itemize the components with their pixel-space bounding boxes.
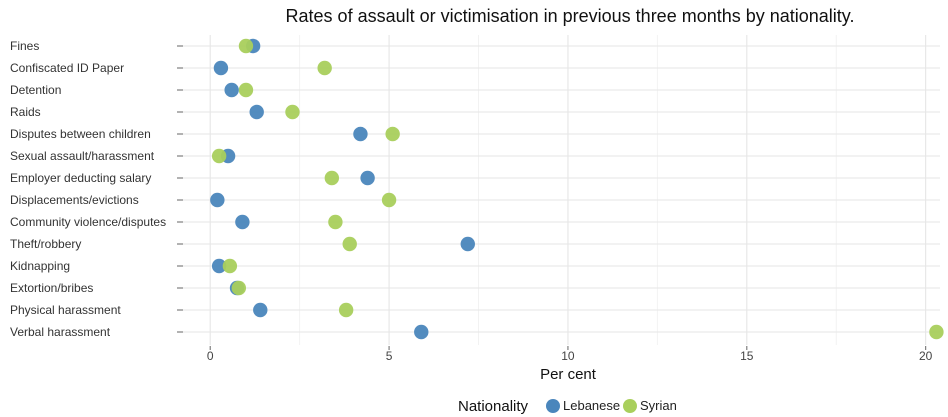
legend-label-lebanese: Lebanese: [563, 398, 620, 413]
point-syrian: [231, 280, 247, 296]
point-syrian: [238, 82, 254, 98]
category-label: Confiscated ID Paper: [10, 61, 124, 75]
point-lebanese: [213, 60, 229, 76]
legend-title: Nationality: [458, 398, 529, 415]
category-label: Raids: [10, 105, 41, 119]
category-label: Disputes between children: [10, 127, 151, 141]
point-syrian: [285, 104, 300, 120]
y-axis-categories: Fines Confiscated ID Paper Detention Raids D…: [10, 39, 183, 339]
point-syrian: [381, 192, 397, 208]
point-lebanese: [460, 236, 475, 252]
x-axis-ticks: 0 5 10 15 20: [207, 346, 933, 363]
x-tick-label: 15: [740, 349, 754, 363]
category-label: Detention: [10, 83, 61, 97]
category-label: Fines: [10, 39, 39, 53]
legend: Nationality Lebanese Syrian: [458, 398, 677, 415]
point-lebanese: [224, 82, 239, 98]
x-tick-label: 5: [386, 349, 393, 363]
point-syrian: [238, 38, 254, 54]
category-label: Sexual assault/harassment: [10, 149, 155, 163]
point-lebanese: [249, 104, 264, 120]
point-syrian: [317, 60, 332, 76]
grid-lines: [178, 35, 940, 345]
point-lebanese: [211, 258, 227, 274]
x-tick-label: 20: [919, 349, 933, 363]
category-label: Verbal harassment: [10, 325, 111, 339]
category-label: Displacements/evictions: [10, 193, 139, 207]
x-axis-title: Per cent: [540, 366, 597, 383]
point-syrian: [929, 324, 944, 340]
point-lebanese: [210, 192, 225, 208]
point-syrian: [324, 170, 340, 186]
point-syrian: [328, 214, 343, 230]
category-label: Kidnapping: [10, 259, 70, 273]
x-tick-label: 10: [561, 349, 575, 363]
category-label: Physical harassment: [10, 303, 121, 317]
legend-label-syrian: Syrian: [640, 398, 677, 413]
category-label: Community violence/disputes: [10, 215, 166, 229]
x-tick-label: 0: [207, 349, 214, 363]
data-points: [210, 38, 944, 340]
point-lebanese: [253, 302, 268, 318]
legend-key-syrian: [623, 399, 637, 413]
category-label: Employer deducting salary: [10, 171, 151, 185]
point-lebanese: [353, 126, 368, 142]
point-syrian: [222, 258, 238, 274]
legend-key-lebanese: [546, 399, 560, 413]
point-lebanese: [235, 214, 250, 230]
point-syrian: [385, 126, 400, 142]
point-syrian: [211, 148, 227, 164]
category-label: Extortion/bribes: [10, 281, 93, 295]
point-syrian: [338, 302, 354, 318]
point-lebanese: [360, 170, 375, 186]
category-label: Theft/robbery: [10, 237, 81, 251]
chart-title: Rates of assault or victimisation in pre…: [286, 6, 855, 26]
point-lebanese: [414, 324, 429, 340]
point-syrian: [342, 236, 357, 252]
